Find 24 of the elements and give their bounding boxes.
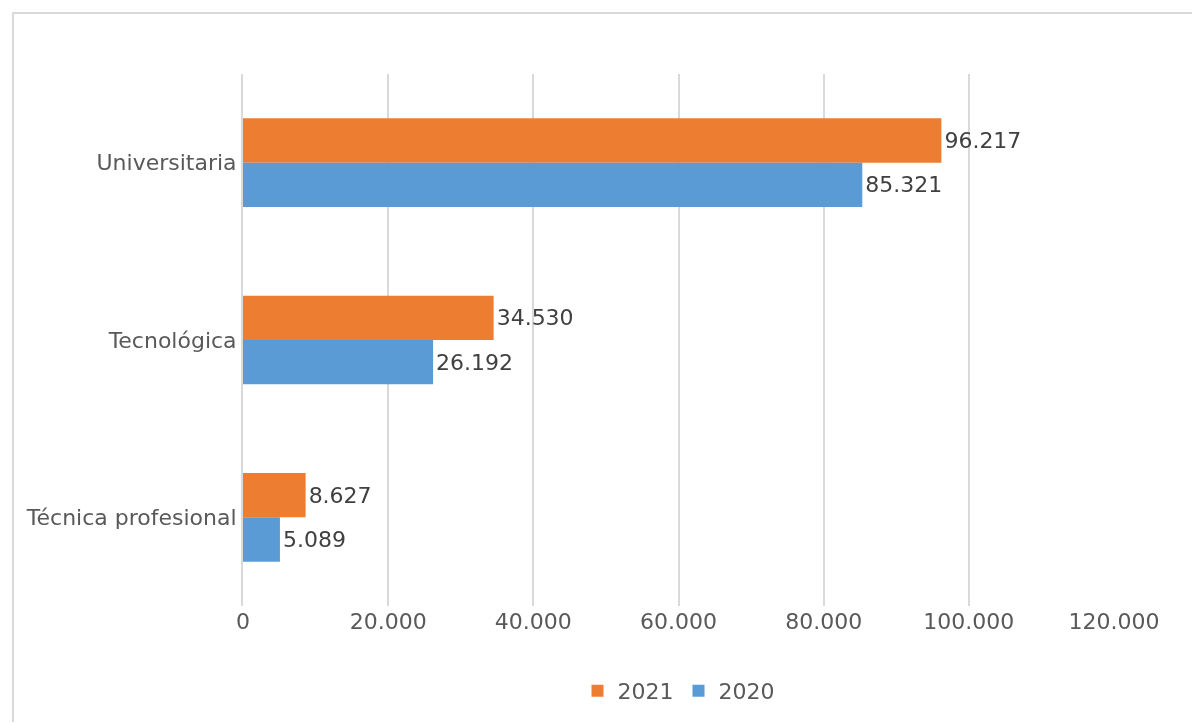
- y-tick-label: Universitaria: [96, 150, 237, 176]
- bar: [243, 473, 306, 518]
- y-tick-label: Tecnológica: [107, 327, 237, 353]
- data-label: 8.627: [308, 482, 372, 508]
- data-label: 5.089: [282, 527, 346, 552]
- legend-label: 2020: [718, 679, 775, 705]
- bar: [243, 118, 942, 163]
- x-tick-label: 20.000: [349, 609, 427, 634]
- bar: [243, 340, 434, 385]
- x-tick-label: 80.000: [785, 609, 863, 634]
- x-tick-label: 40.000: [494, 609, 572, 634]
- x-tick-label: 100.000: [923, 609, 1015, 634]
- data-label: 85.321: [865, 172, 943, 198]
- bar: [243, 162, 863, 207]
- y-tick-label: Técnica profesional: [25, 505, 237, 531]
- legend-label: 2021: [617, 679, 674, 705]
- data-label: 96.217: [944, 128, 1022, 153]
- bar: [243, 517, 280, 562]
- x-tick-label: 60.000: [640, 609, 717, 634]
- x-tick-label: 120.000: [1068, 609, 1160, 634]
- bar: [243, 295, 494, 340]
- data-label: 26.192: [436, 349, 514, 375]
- data-label: 34.530: [496, 305, 574, 331]
- x-tick-label: 0: [236, 609, 250, 634]
